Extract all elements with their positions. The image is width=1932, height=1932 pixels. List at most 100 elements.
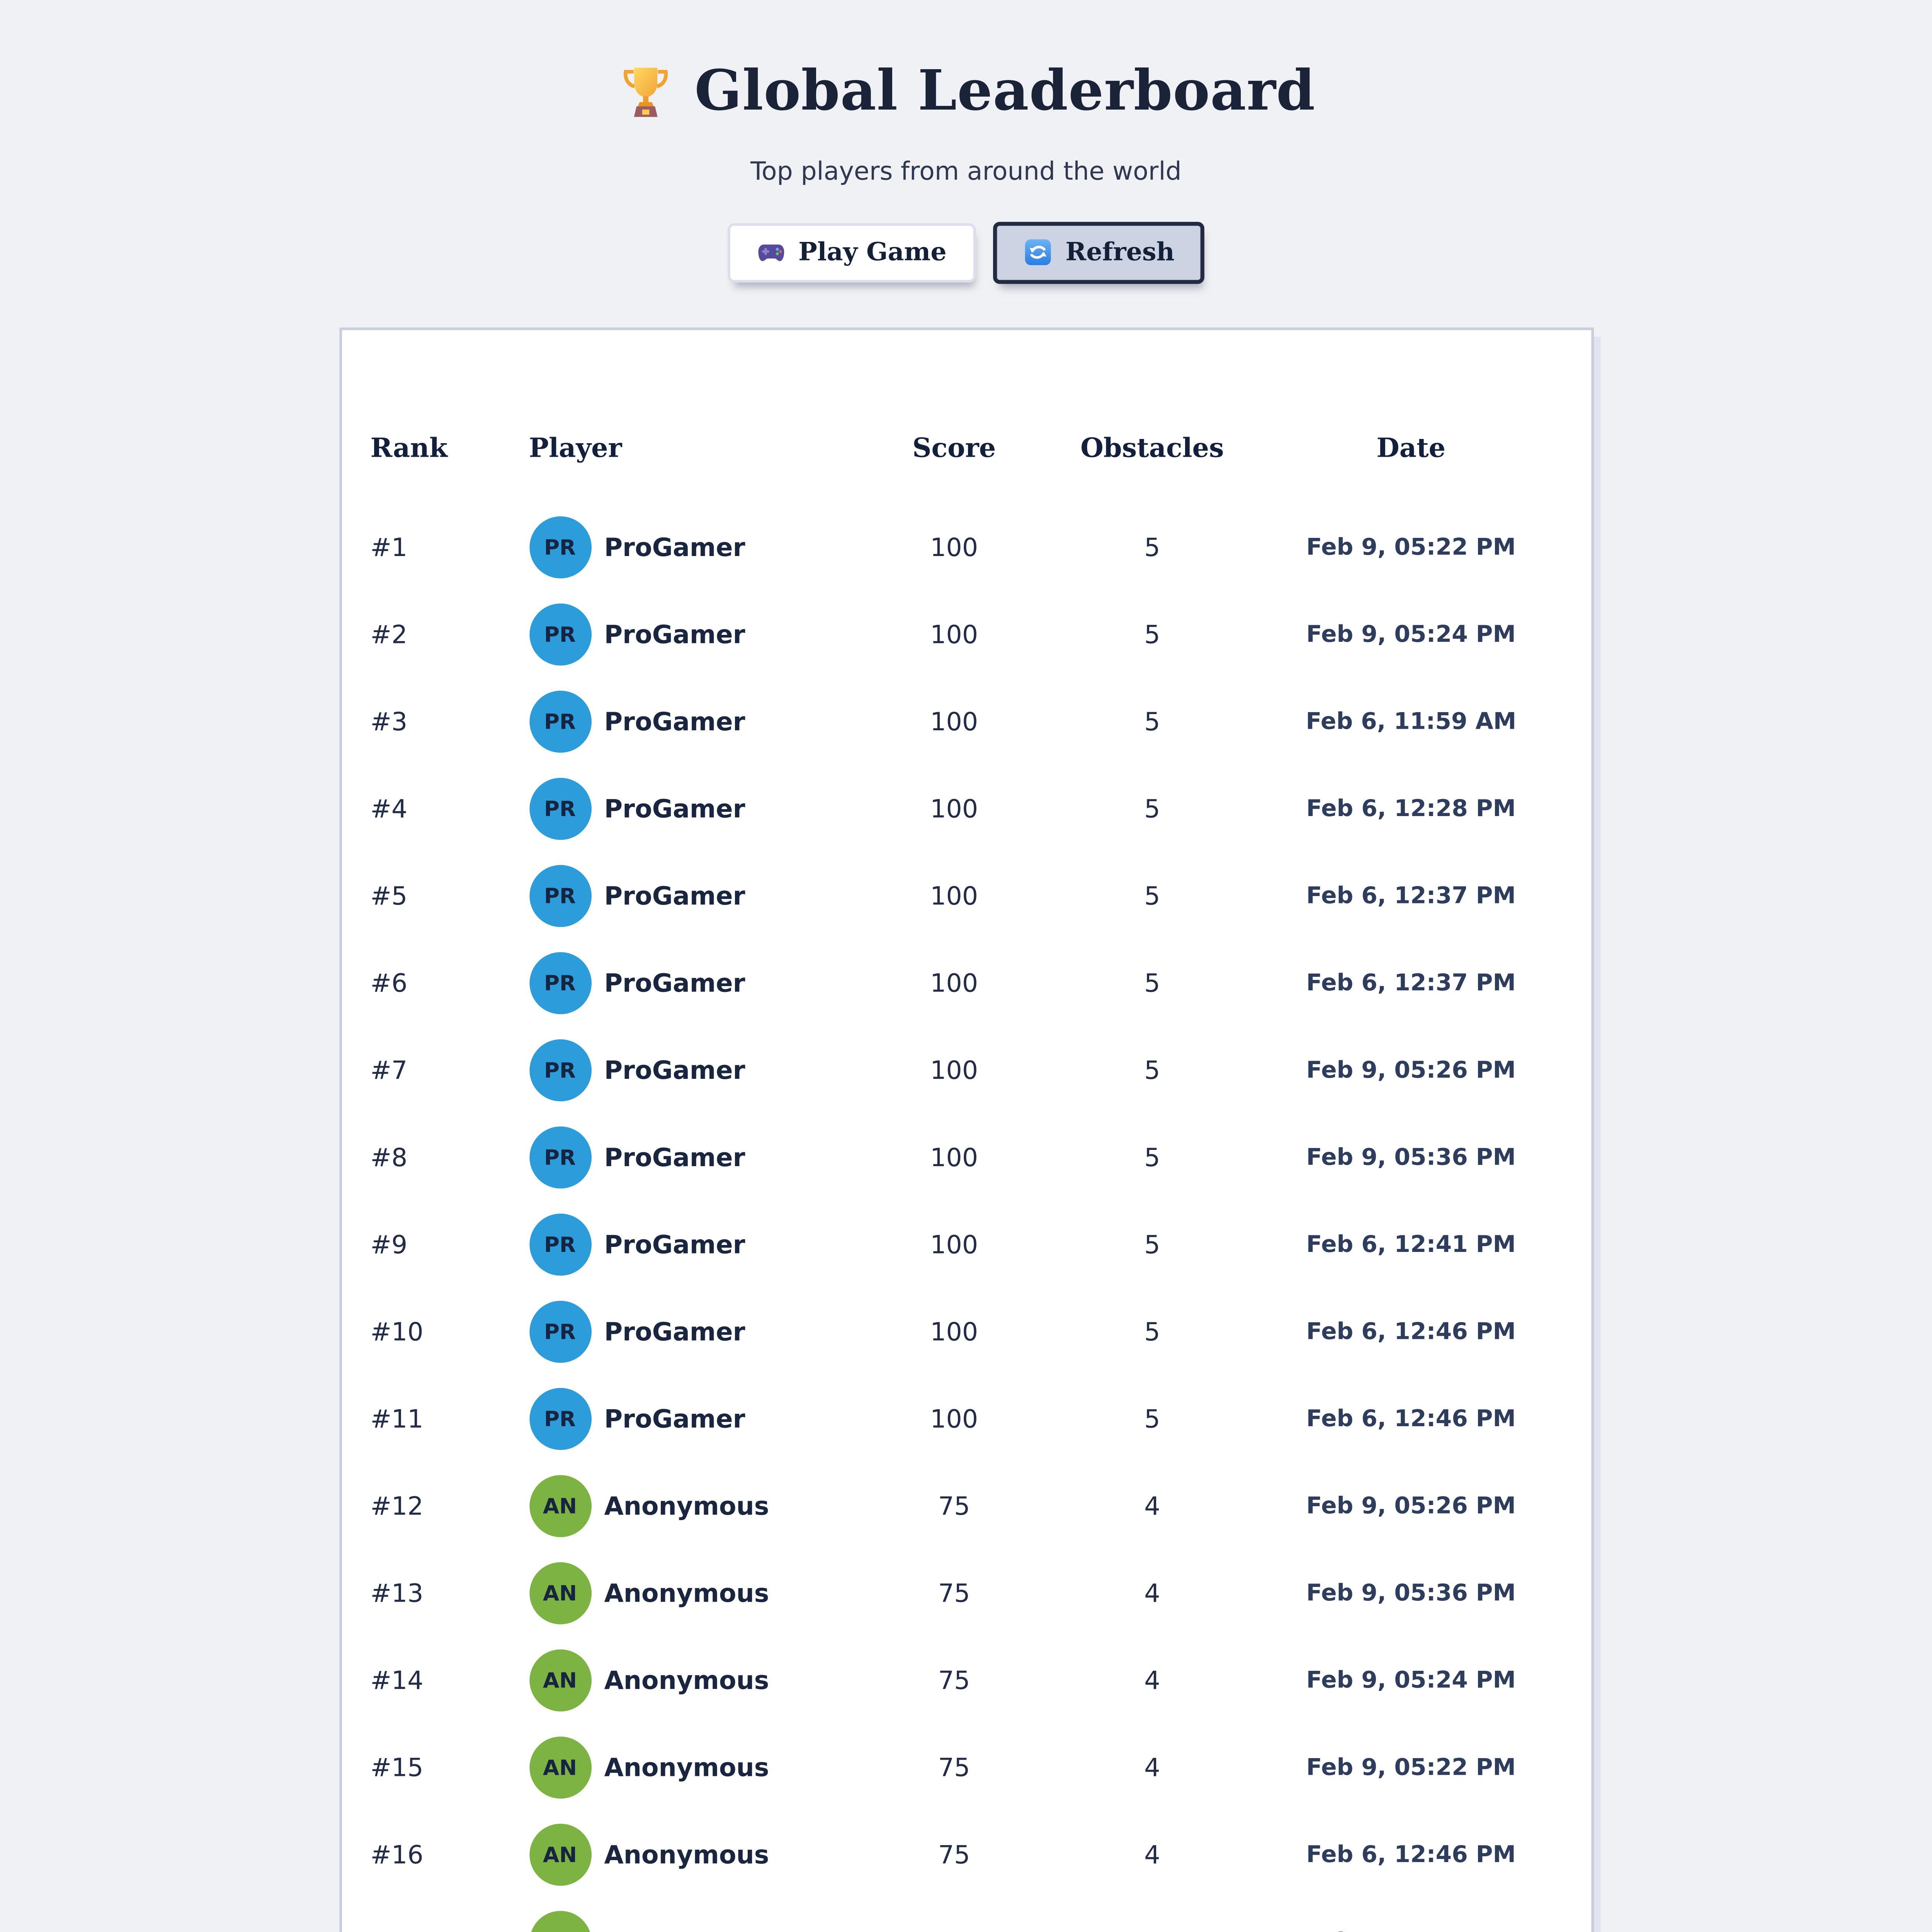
avatar-initials: AN: [543, 1668, 577, 1694]
player-name: Anonymous: [604, 1753, 769, 1783]
obstacles-cell: 5: [1144, 707, 1160, 737]
rank-cell: #17: [371, 1928, 529, 1932]
rank-cell: #7: [370, 1056, 408, 1085]
obstacles-cell: 5: [1144, 882, 1160, 911]
score-cell: 100: [930, 1143, 978, 1173]
refresh-button[interactable]: Refresh: [993, 222, 1205, 284]
table-row: #3 PR ProGamer 100 5 Feb 6, 11:59 AM: [371, 679, 1562, 766]
player-avatar: AN: [529, 1475, 591, 1538]
table-row: #2 PR ProGamer 100 5 Feb 9, 05:24 PM: [371, 591, 1562, 679]
table-row: #9 PR ProGamer 100 5 Feb 6, 12:41 PM: [371, 1201, 1562, 1289]
avatar-initials: PR: [544, 622, 576, 648]
obstacles-cell: 4: [1144, 1840, 1160, 1870]
column-header-rank: Rank: [370, 431, 448, 463]
player-cell: AN Anonymous: [529, 1824, 862, 1886]
player-name: ProGamer: [604, 533, 745, 563]
page-title: Global Leaderboard: [694, 58, 1316, 123]
title-row: Global Leaderboard: [0, 58, 1932, 123]
gamepad-icon: [756, 238, 785, 267]
player-name: Anonymous: [604, 1840, 769, 1870]
score-cell: 100: [930, 1230, 978, 1260]
score-cell: 100: [930, 1056, 978, 1085]
obstacles-cell: 5: [1144, 1230, 1160, 1260]
score-cell: 100: [930, 882, 978, 911]
date-cell: Feb 9, 05:22 PM: [1306, 534, 1516, 561]
rank-cell: #8: [370, 1143, 408, 1173]
player-name: ProGamer: [604, 1143, 745, 1173]
player-cell: PR ProGamer: [529, 1039, 862, 1102]
player-cell: PR ProGamer: [529, 1301, 862, 1364]
leaderboard-card: Rank Player Score Obstacles Date #1 PR P…: [338, 327, 1594, 1932]
player-name: ProGamer: [604, 620, 745, 650]
refresh-icon: [1023, 238, 1052, 267]
player-avatar: PR: [529, 1127, 591, 1189]
rank-cell: #14: [370, 1666, 423, 1696]
score-cell: 100: [930, 1318, 978, 1347]
avatar-initials: PR: [544, 1406, 576, 1432]
avatar-initials: PR: [544, 796, 576, 822]
table-row: #12 AN Anonymous 75 4 Feb 9, 05:26 PM: [371, 1463, 1562, 1550]
table-row: #10 PR ProGamer 100 5 Feb 6, 12:46 PM: [371, 1289, 1562, 1376]
player-cell: PR ProGamer: [529, 952, 862, 1015]
obstacles-cell: 5: [1144, 533, 1160, 563]
avatar-initials: PR: [544, 971, 576, 996]
player-avatar: PR: [529, 952, 591, 1015]
player-name: ProGamer: [604, 1318, 745, 1347]
obstacles-cell: 4: [1144, 1666, 1160, 1696]
rank-cell: #9: [370, 1230, 408, 1260]
date-cell: Feb 6, 12:46 PM: [1306, 1406, 1516, 1433]
score-cell: 100: [930, 794, 978, 824]
player-cell: PR ProGamer: [529, 517, 862, 579]
avatar-initials: PR: [544, 1232, 576, 1258]
player-name: Anonymous: [604, 1928, 769, 1932]
table-row: #6 PR ProGamer 100 5 Feb 6, 12:37 PM: [371, 940, 1562, 1027]
play-game-button[interactable]: Play Game: [727, 223, 976, 282]
player-avatar: AN: [529, 1563, 591, 1625]
player-avatar: PR: [529, 604, 591, 666]
avatar-initials: PR: [544, 1058, 576, 1083]
column-header-score: Score: [912, 431, 996, 463]
rank-cell: #3: [370, 707, 408, 737]
player-cell: PR ProGamer: [529, 1214, 862, 1276]
obstacles-cell: 5: [1144, 1318, 1160, 1347]
avatar-initials: PR: [544, 1145, 576, 1171]
obstacles-cell: 5: [1144, 1143, 1160, 1173]
player-name: ProGamer: [604, 1230, 745, 1260]
player-cell: PR ProGamer: [529, 778, 862, 840]
avatar-initials: AN: [543, 1494, 577, 1519]
player-avatar: PR: [529, 1301, 591, 1364]
leaderboard-rows: #1 PR ProGamer 100 5 Feb 9, 05:22 PM #2 …: [371, 504, 1562, 1932]
table-row: #1 PR ProGamer 100 5 Feb 9, 05:22 PM: [371, 504, 1562, 592]
score-cell: 100: [930, 969, 978, 998]
avatar-initials: AN: [543, 1755, 577, 1781]
player-name: ProGamer: [604, 969, 745, 998]
player-name: Anonymous: [604, 1492, 769, 1521]
player-avatar: PR: [529, 1388, 591, 1451]
column-header-player: Player: [529, 431, 622, 463]
score-cell: 75: [938, 1579, 970, 1608]
page-header: Global Leaderboard Top players from arou…: [0, 0, 1932, 186]
player-name: ProGamer: [604, 794, 745, 824]
table-row: #17 AN Anonymous 75 4 Feb 6, 12:46 PM: [371, 1899, 1562, 1932]
date-cell: Feb 9, 05:36 PM: [1306, 1145, 1516, 1171]
table-row: #16 AN Anonymous 75 4 Feb 6, 12:46 PM: [371, 1811, 1562, 1899]
score-cell: 75: [938, 1840, 970, 1870]
obstacles-cell: 4: [1144, 1492, 1160, 1521]
table-row: #4 PR ProGamer 100 5 Feb 6, 12:28 PM: [371, 766, 1562, 853]
player-name: ProGamer: [604, 1405, 745, 1434]
score-cell: 100: [930, 1405, 978, 1434]
date-cell: Feb 9, 05:26 PM: [1306, 1493, 1516, 1520]
avatar-initials: PR: [544, 884, 576, 909]
rank-cell: #15: [370, 1753, 423, 1783]
date-cell: Feb 6, 12:46 PM: [1306, 1319, 1516, 1345]
rank-cell: #12: [370, 1492, 423, 1521]
player-avatar: AN: [529, 1650, 591, 1712]
obstacles-cell: 5: [1144, 620, 1160, 650]
rank-cell: #4: [370, 794, 408, 824]
rank-cell: #10: [370, 1318, 423, 1347]
table-row: #11 PR ProGamer 100 5 Feb 6, 12:46 PM: [371, 1376, 1562, 1463]
date-cell: Feb 6, 12:37 PM: [1306, 970, 1516, 997]
player-cell: PR ProGamer: [529, 691, 862, 753]
avatar-initials: AN: [543, 1842, 577, 1868]
player-avatar: AN: [529, 1824, 591, 1886]
